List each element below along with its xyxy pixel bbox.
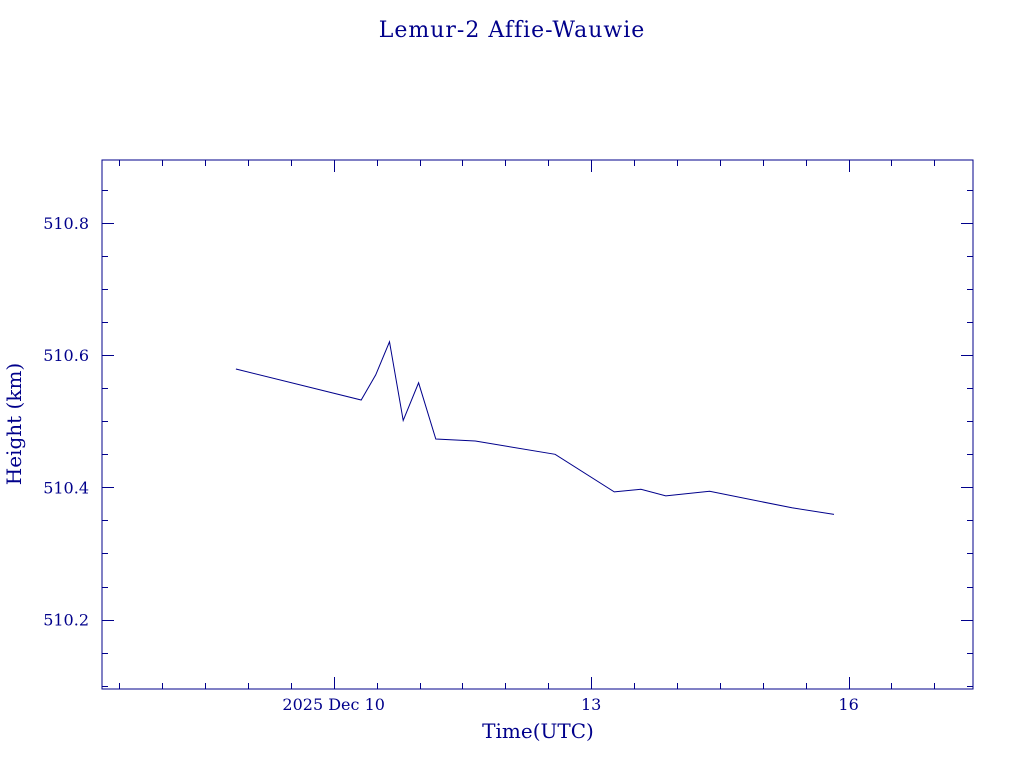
series-group (235, 340, 835, 515)
y-axis-label: Height (km) (2, 363, 26, 485)
chart-title: Lemur-2 Affie-Wauwie (379, 18, 646, 43)
plot-frame (101, 159, 974, 690)
series-line (235, 340, 835, 515)
x-tick-label: 16 (838, 695, 858, 714)
y-tick-label: 510.2 (43, 611, 89, 630)
x-tick-label: 13 (581, 695, 601, 714)
y-tick-label: 510.8 (43, 214, 89, 233)
x-tick-label: 2025 Dec 10 (282, 695, 385, 714)
tick-labels: 2025 Dec 10 13 16 510.2 510.4 510.6 510.8 (43, 214, 859, 714)
y-tick-label: 510.4 (43, 478, 89, 497)
tick-marks (102, 160, 973, 689)
y-tick-label: 510.6 (43, 346, 89, 365)
x-axis-label: Time(UTC) (482, 719, 594, 743)
